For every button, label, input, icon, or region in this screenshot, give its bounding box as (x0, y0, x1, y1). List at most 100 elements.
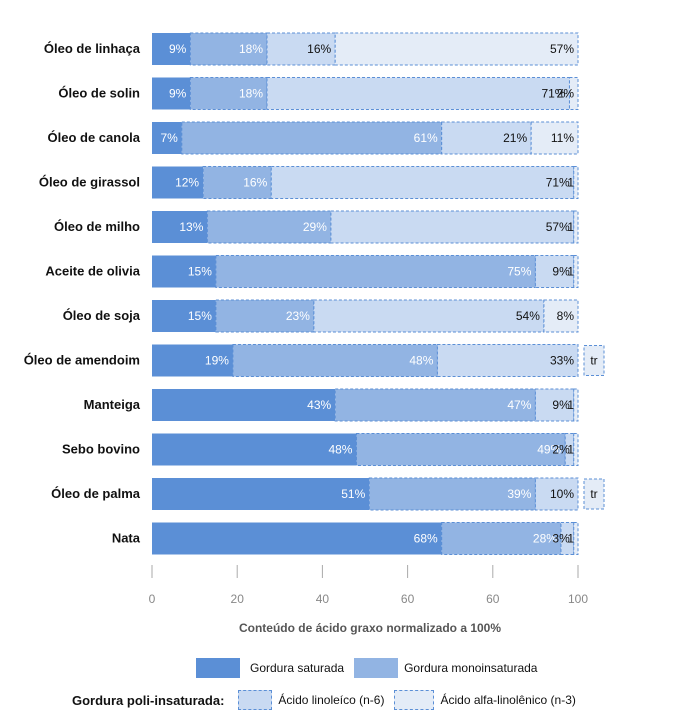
legend-item-mono: Gordura monoinsaturada (354, 658, 537, 678)
bar-value-label: 54% (516, 309, 540, 323)
category-label: Aceite de olivia (45, 264, 140, 279)
bar-segment-linoleic (270, 166, 575, 199)
bar-segment-saturated (152, 33, 191, 65)
bar-segment-linoleic (436, 344, 579, 377)
bar-value-label: 51% (341, 487, 365, 501)
category-label: Óleo de palma (51, 486, 141, 501)
bar-segment-saturated (152, 478, 370, 510)
bar-value-label: 68% (414, 532, 438, 546)
bar-value-label: 48% (328, 443, 352, 457)
bar-value-label: 16% (243, 176, 267, 190)
bar-value-label: 29% (303, 220, 327, 234)
bar-value-label: 16% (307, 42, 331, 56)
bar-segment-saturated (152, 389, 336, 421)
bar-value-label: tr (590, 487, 597, 501)
bar-value-label: 9% (552, 398, 570, 412)
bar-value-label: 47% (507, 398, 531, 412)
x-axis-label: Conteúdo de ácido graxo normalizado a 10… (239, 621, 501, 635)
bar-value-label: 1 (567, 176, 574, 190)
bar-value-label: 48% (409, 354, 433, 368)
x-tick-label: 100 (568, 592, 588, 606)
bar-segment-saturated (152, 522, 442, 555)
bar-value-label: 1 (567, 398, 574, 412)
legend-swatch-mono (354, 658, 399, 678)
bar-segment-linoleic (534, 477, 579, 511)
legend-label-saturated: Gordura saturada (250, 661, 345, 675)
bar-segment-alpha (573, 522, 579, 555)
bar-value-label: 3% (552, 532, 570, 546)
chart: Óleo de linhaça 9% 18% 16% 57%Óleo de solin 9… (24, 32, 605, 635)
legend-label-mono: Gordura monoinsaturada (404, 661, 538, 675)
legend-swatch-linoleic (238, 690, 273, 710)
bar-value-label: tr (590, 354, 597, 368)
bar-segment-saturated (152, 344, 233, 377)
category-label: Sebo bovino (62, 442, 140, 457)
bar-segment-linoleic (441, 121, 532, 155)
bar-value-label: 15% (188, 265, 212, 279)
x-tick-label: 20 (231, 592, 245, 606)
legend-item-saturated: Gordura saturada (196, 658, 344, 678)
bar-value-label: 21% (503, 131, 527, 145)
bar-segment-linoleic (313, 299, 545, 333)
bar-value-label: 1 (567, 532, 574, 546)
bar-value-label: 15% (188, 309, 212, 323)
bars-layer: Óleo de linhaça 9% 18% 16% 57%Óleo de solin 9… (24, 32, 605, 555)
bar-segment-saturated (152, 77, 191, 110)
x-tick-label: 40 (316, 592, 330, 606)
bar-segment-alpha (573, 166, 579, 199)
bar-value-label: 49% (537, 443, 561, 457)
bar-value-label: 1 (567, 220, 574, 234)
bar-segment-linoleic (534, 255, 575, 288)
bar-value-label: 9% (169, 42, 187, 56)
bar-segment-mono (441, 522, 562, 555)
category-label: Óleo de soja (63, 308, 141, 323)
legend-label-alpha: Ácido alfa-linolênico (n-3) (440, 693, 576, 707)
category-label: Manteiga (84, 397, 141, 412)
bar-value-label: 12% (175, 176, 199, 190)
bar-segment-alpha (573, 388, 579, 422)
bar-value-label: 71% (546, 176, 570, 190)
bar-value-label: 75% (507, 265, 531, 279)
bar-segment-saturated (152, 433, 357, 466)
bar-value-label: 7% (160, 131, 178, 145)
bar-segment-mono (202, 166, 272, 199)
bar-segment-alpha-trace (583, 478, 605, 510)
bar-segment-alpha (573, 210, 579, 244)
bar-value-label: 13% (179, 220, 203, 234)
bar-segment-linoleic (560, 522, 575, 555)
bar-segment-mono (215, 299, 315, 333)
bar-segment-mono (355, 433, 566, 466)
bar-value-label: 18% (239, 42, 263, 56)
bar-value-label: 9% (169, 87, 187, 101)
bar-value-label: 57% (550, 42, 574, 56)
x-tick-label: 60 (401, 592, 415, 606)
bar-segment-saturated (152, 211, 208, 243)
bar-segment-alpha (334, 32, 579, 66)
bar-segment-saturated (152, 166, 204, 199)
legend-label-linoleic: Ácido linoleíco (n-6) (278, 693, 385, 707)
category-label: Óleo de linhaça (44, 41, 141, 56)
bar-segment-linoleic (564, 433, 575, 466)
legend-row-poly: Gordura poli-insaturada: Ácido linoleíco… (72, 690, 586, 710)
legend-swatch-saturated (196, 658, 240, 678)
category-label: Nata (112, 531, 141, 546)
bar-value-label: 57% (546, 220, 570, 234)
bar-segment-alpha (568, 77, 579, 110)
bar-value-label: 71% (541, 87, 565, 101)
x-tick-label: 0 (149, 592, 156, 606)
category-label: Óleo de girassol (39, 175, 140, 190)
bar-segment-mono (206, 210, 332, 244)
bar-segment-mono (215, 255, 536, 288)
bar-value-label: 23% (286, 309, 310, 323)
bar-segment-linoleic (266, 32, 336, 66)
bar-segment-linoleic (266, 77, 570, 110)
legend-row-main: Gordura saturada Gordura monoinsaturada (196, 658, 547, 678)
bar-segment-linoleic (330, 210, 575, 244)
bar-value-label: 8% (557, 309, 575, 323)
x-tick-label: 60 (486, 592, 500, 606)
bar-value-label: 61% (414, 131, 438, 145)
bar-segment-alpha (573, 433, 579, 466)
bar-value-label: 11% (551, 131, 574, 145)
bar-value-label: 39% (507, 487, 531, 501)
bar-segment-alpha (530, 121, 579, 155)
